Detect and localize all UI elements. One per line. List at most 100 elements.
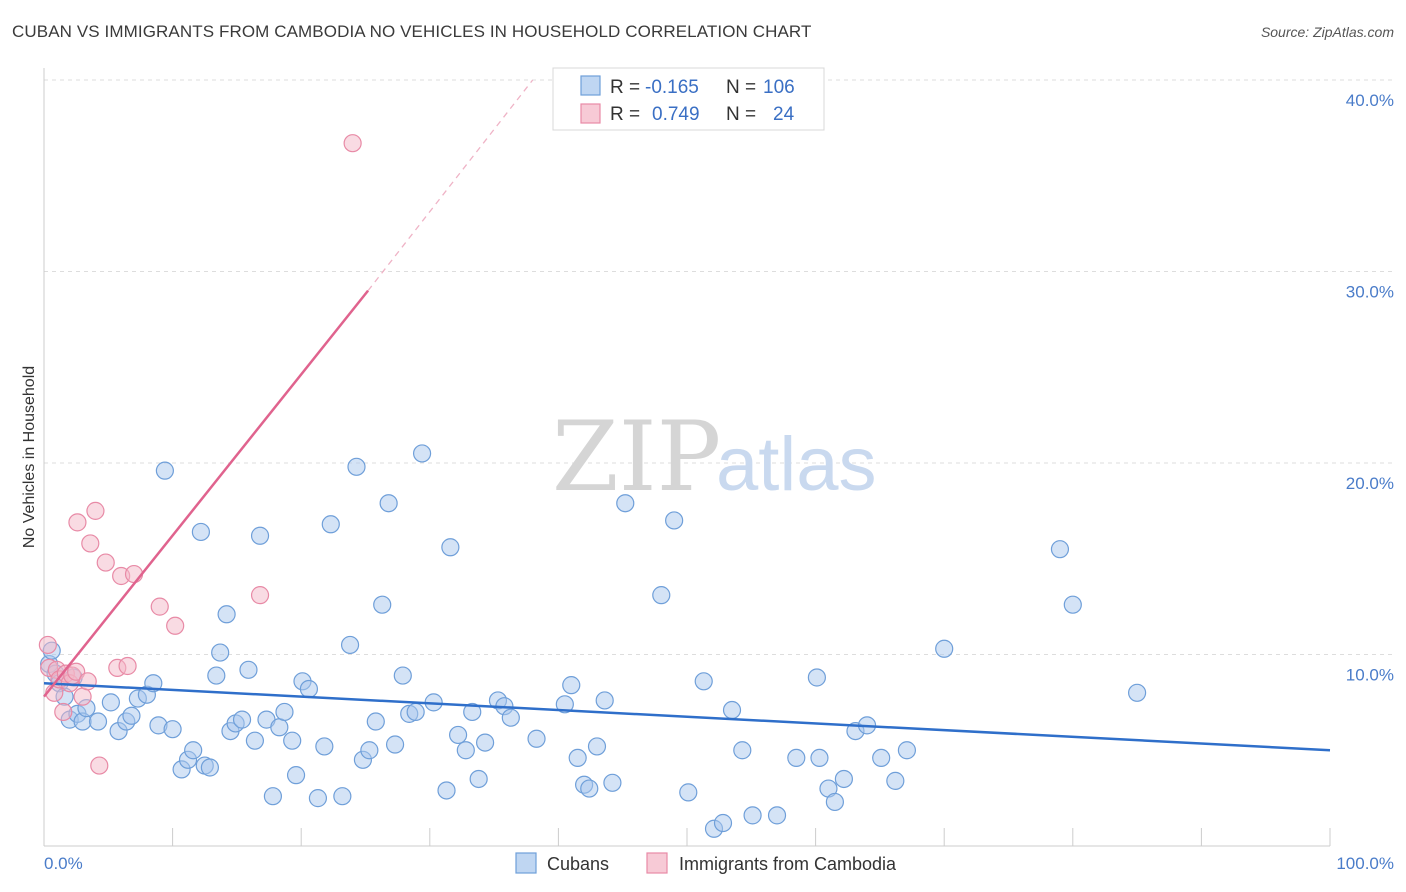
legend-r-label-cambodia: R = xyxy=(610,104,640,125)
cubans-point-51 xyxy=(360,741,379,760)
cubans-point-26 xyxy=(200,758,219,777)
cambodia-point-16 xyxy=(96,553,115,572)
bottom-legend-swatch-cambodia xyxy=(646,852,668,874)
cubans-point-100 xyxy=(886,771,905,790)
cubans-point-103 xyxy=(1050,540,1070,559)
cambodia-point-15 xyxy=(90,756,109,775)
cubans-point-89 xyxy=(743,806,762,825)
legend-swatch-cubans xyxy=(580,75,601,96)
cubans-point-91 xyxy=(787,748,806,768)
cubans-point-35 xyxy=(250,526,270,545)
trend-line-cubans xyxy=(43,681,1331,752)
cambodia-point-11 xyxy=(73,687,92,706)
cubans-point-28 xyxy=(211,643,230,662)
cubans-point-72 xyxy=(555,695,574,714)
cubans-point-102 xyxy=(935,639,954,658)
cubans-point-32 xyxy=(232,710,252,729)
cubans-point-95 xyxy=(825,792,844,812)
cubans-point-92 xyxy=(807,668,826,687)
cubans-point-87 xyxy=(722,700,742,720)
cambodia-point-24 xyxy=(343,134,362,153)
cubans-point-45 xyxy=(315,737,334,756)
cubans-point-64 xyxy=(456,741,475,760)
cubans-point-29 xyxy=(217,605,236,624)
cubans-point-19 xyxy=(155,461,174,480)
cubans-point-83 xyxy=(679,783,698,802)
cubans-point-71 xyxy=(527,729,546,748)
cubans-point-59 xyxy=(412,444,432,463)
trend-line-cambodia xyxy=(43,289,370,698)
legend-swatch-cambodia xyxy=(580,103,601,124)
cubans-point-23 xyxy=(184,741,203,760)
cubans-point-93 xyxy=(810,748,829,768)
cubans-point-99 xyxy=(872,748,891,768)
cambodia-point-19 xyxy=(118,656,137,676)
y-tick-label-2: 30.0% xyxy=(1346,283,1394,302)
cubans-point-76 xyxy=(580,779,599,798)
cambodia-point-12 xyxy=(78,672,97,691)
cubans-point-63 xyxy=(448,725,468,745)
cubans-point-86 xyxy=(713,813,733,833)
cambodia-point-22 xyxy=(166,616,185,635)
cubans-point-55 xyxy=(385,735,405,754)
bottom-legend-swatch-cubans xyxy=(515,852,537,874)
cubans-point-33 xyxy=(239,660,258,679)
series-cambodia-points xyxy=(38,134,362,775)
cubans-point-39 xyxy=(275,702,294,722)
y-tick-label-1: 20.0% xyxy=(1346,474,1394,493)
cubans-point-90 xyxy=(767,806,787,825)
legend-r-value-cubans: -0.165 xyxy=(645,77,699,98)
y-tick-label-3: 40.0% xyxy=(1346,91,1394,110)
grid-lines xyxy=(44,79,1394,655)
cambodia-point-13 xyxy=(81,534,100,553)
cubans-point-48 xyxy=(340,635,360,655)
cubans-point-66 xyxy=(469,769,488,789)
cubans-point-52 xyxy=(366,712,385,731)
cubans-point-20 xyxy=(163,720,182,739)
cubans-point-38 xyxy=(270,718,289,737)
cubans-point-24 xyxy=(191,522,210,542)
y-tick-label-0: 10.0% xyxy=(1346,666,1394,685)
series-cubans-points xyxy=(40,444,1147,838)
cubans-point-40 xyxy=(283,731,302,750)
cubans-point-44 xyxy=(308,789,328,808)
cubans-point-65 xyxy=(463,702,482,722)
cubans-point-41 xyxy=(286,766,306,785)
cubans-point-58 xyxy=(406,702,425,722)
cubans-point-62 xyxy=(441,538,460,557)
bottom-legend-label-cubans: Cubans xyxy=(547,854,609,874)
bottom-legend-label-cambodia: Immigrants from Cambodia xyxy=(679,854,897,874)
cubans-point-34 xyxy=(245,731,265,750)
cubans-point-96 xyxy=(834,769,853,789)
cubans-point-37 xyxy=(263,787,283,806)
cubans-point-88 xyxy=(733,741,752,760)
cubans-point-27 xyxy=(207,666,226,685)
y-axis-tick-labels: 10.0% 20.0% 30.0% 40.0% xyxy=(1346,91,1394,685)
cambodia-point-20 xyxy=(124,564,144,584)
legend-n-value-cambodia: 24 xyxy=(773,104,795,125)
legend-n-label-cambodia: N = xyxy=(726,104,756,125)
cubans-point-104 xyxy=(1063,595,1082,614)
cubans-point-54 xyxy=(379,494,398,513)
cubans-point-73 xyxy=(562,676,581,695)
cubans-point-81 xyxy=(652,586,671,605)
legend-box: R = -0.165 N = 106 R = 0.749 N = 24 xyxy=(552,67,825,131)
watermark-zip: ZIP xyxy=(552,401,721,513)
cambodia-point-10 xyxy=(68,513,87,532)
watermark-atlas: atlas xyxy=(716,422,877,507)
cubans-point-80 xyxy=(616,494,635,513)
cubans-point-82 xyxy=(665,511,684,530)
cubans-point-11 xyxy=(101,693,120,712)
cubans-point-78 xyxy=(595,691,614,710)
cambodia-point-0 xyxy=(38,635,57,655)
cubans-point-67 xyxy=(475,733,495,752)
cubans-point-79 xyxy=(603,773,622,792)
chart-title: CUBAN VS IMMIGRANTS FROM CAMBODIA NO VEH… xyxy=(12,22,812,41)
cubans-point-105 xyxy=(1127,683,1147,702)
cubans-point-14 xyxy=(122,706,141,725)
cambodia-point-14 xyxy=(86,501,105,520)
legend-r-value-cambodia: 0.749 xyxy=(652,104,700,125)
trend-line-cambodia-extension xyxy=(367,79,534,292)
cubans-point-74 xyxy=(568,748,587,768)
